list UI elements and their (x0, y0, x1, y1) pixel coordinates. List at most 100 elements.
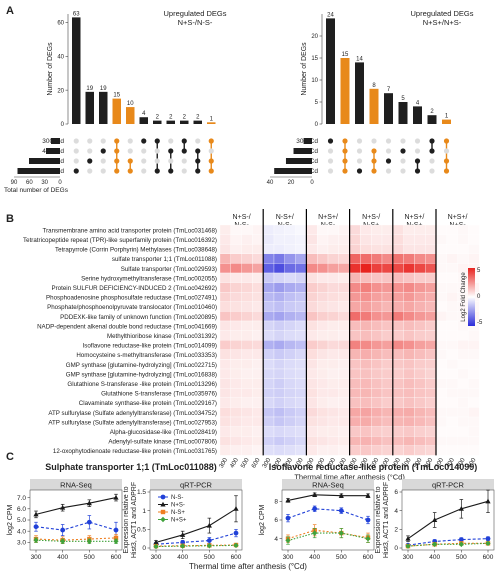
heatmap-cell (284, 359, 296, 370)
heatmap-cell (435, 292, 447, 302)
heatmap-cell (349, 301, 361, 312)
intersection-bar (72, 17, 81, 125)
heatmap-cell (317, 340, 329, 350)
heatmap-cell (263, 311, 275, 322)
matrix-dot-empty (181, 158, 187, 164)
heatmap-x-tick-label: 400 (402, 456, 414, 469)
heatmap-cell (295, 378, 307, 389)
matrix-dot-filled (114, 168, 120, 174)
heatmap-row-label: Clavaminate synthase-like protein (TmLoc… (79, 400, 217, 407)
heatmap-cell (230, 301, 242, 312)
heatmap-cell (284, 349, 296, 360)
matrix-dot-empty (385, 148, 392, 154)
matrix-dot-filled (342, 158, 348, 164)
heatmap-cell (263, 224, 275, 235)
heatmap-cell (317, 292, 329, 302)
heatmap-cell (360, 234, 372, 245)
bar-value-label: 7 (387, 87, 391, 93)
heatmap-cell (425, 253, 437, 264)
upset-title: Upregulated DEGs (411, 9, 474, 18)
matrix-dot-filled (168, 168, 174, 174)
heatmap-cell (435, 301, 447, 312)
heatmap-cell (317, 436, 329, 446)
heatmap-cell (457, 263, 469, 274)
y-axis-label: Number of DEGs (47, 42, 54, 96)
data-point (113, 494, 119, 500)
heatmap-cell (317, 378, 329, 389)
heatmap-cell (381, 426, 393, 437)
facet-label: qRT-PCR (432, 480, 465, 489)
heatmap-cell (349, 445, 361, 456)
bar-value-label: 2 (430, 109, 434, 115)
matrix-dot-empty (356, 138, 363, 144)
heatmap-cell (371, 292, 383, 302)
data-point (338, 530, 344, 536)
heatmap-cell (349, 244, 361, 254)
intersection-bar (193, 120, 202, 124)
x-tick-label: 400 (177, 554, 188, 561)
heatmap-cell (273, 292, 285, 302)
heatmap-cell (284, 311, 296, 322)
heatmap-cell (446, 368, 458, 379)
legend-label: N-S- (171, 495, 183, 501)
heatmap-cell (349, 330, 361, 341)
bar-value-label: 4 (416, 100, 420, 106)
heatmap-cell (414, 282, 426, 293)
heatmap-cell (392, 378, 404, 389)
heatmap-cell (338, 388, 350, 398)
heatmap-x-tick-label: 400 (315, 456, 327, 469)
heatmap-cell (425, 359, 437, 370)
heatmap-cell (425, 416, 437, 427)
heatmap-cell (317, 224, 329, 235)
bar-value-label: 2 (169, 115, 173, 121)
intersection-bar (442, 119, 451, 124)
heatmap-cell (327, 436, 339, 446)
y-tick-label: 10 (311, 78, 318, 84)
heatmap-cell (306, 282, 318, 293)
data-point (233, 506, 239, 511)
heatmap-cell (349, 397, 361, 408)
heatmap-cell (338, 253, 350, 264)
heatmap-cell (295, 253, 307, 264)
heatmap-cell (306, 368, 318, 379)
y-tick-label: 0 (315, 122, 319, 128)
heatmap-cell (425, 311, 437, 322)
heatmap-cell (252, 320, 264, 331)
heatmap-cell (446, 272, 458, 283)
heatmap-cell (263, 397, 275, 408)
heatmap-cell (392, 272, 404, 283)
heatmap-cell (317, 301, 329, 312)
heatmap-cell (306, 388, 318, 398)
heatmap-cell (306, 349, 318, 360)
data-point (180, 532, 186, 537)
heatmap-cell (317, 234, 329, 245)
heatmap-cell (306, 359, 318, 370)
intersection-bar (355, 62, 364, 124)
heatmap-cell (219, 368, 231, 379)
heatmap-cell (457, 416, 469, 427)
heatmap-cell (392, 311, 404, 322)
matrix-dot-filled (154, 168, 160, 174)
heatmap-cell (219, 282, 231, 293)
bar-value-label: 5 (401, 96, 405, 102)
heatmap-cell (219, 301, 231, 312)
heatmap-cell (338, 282, 350, 293)
data-point (60, 538, 66, 545)
heatmap-cell (295, 340, 307, 350)
heatmap-cell (284, 224, 296, 235)
heatmap-cell (414, 407, 426, 418)
heatmap-cell (414, 445, 426, 456)
matrix-dot-empty (141, 158, 147, 164)
matrix-dot-filled (141, 138, 147, 144)
heatmap-cell (219, 359, 231, 370)
x-tick-label: 300 (31, 554, 42, 561)
bar-value-label: 15 (113, 93, 120, 99)
data-point (312, 530, 318, 536)
x-tick-label: 300 (403, 554, 414, 561)
x-tick-label: 500 (456, 554, 467, 561)
heatmap-cell (273, 378, 285, 389)
heatmap-cell (457, 368, 469, 379)
heatmap-cell (392, 368, 404, 379)
heatmap-cell (327, 224, 339, 235)
heatmap-cell (392, 388, 404, 398)
